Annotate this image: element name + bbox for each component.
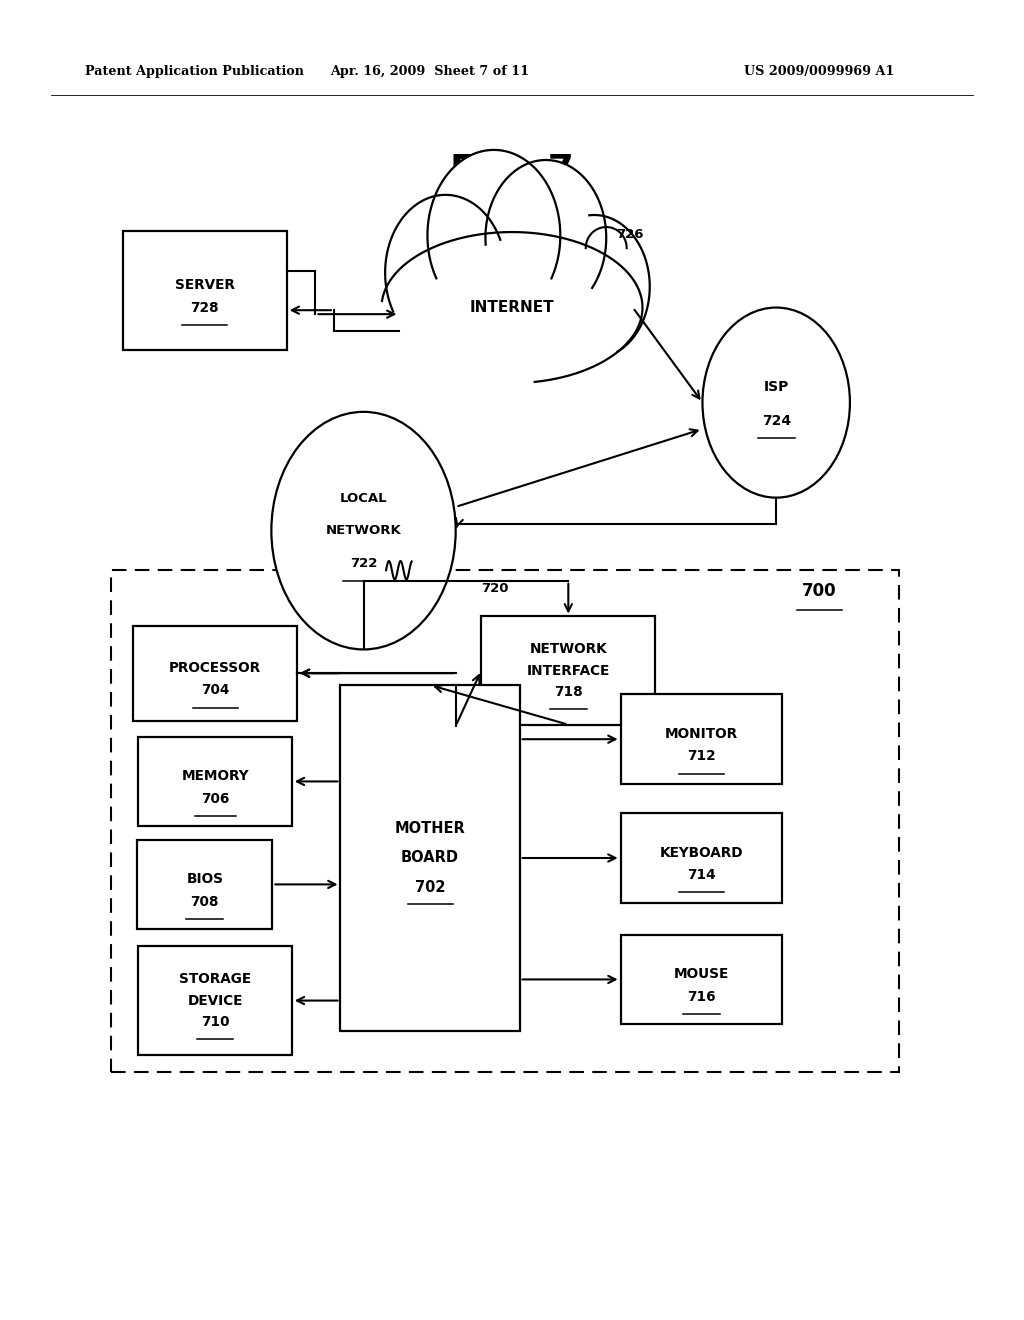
Text: FIG. 7: FIG. 7 <box>451 153 573 190</box>
Text: 712: 712 <box>687 750 716 763</box>
Text: BIOS: BIOS <box>186 873 223 886</box>
Text: PROCESSOR: PROCESSOR <box>169 661 261 675</box>
Text: Patent Application Publication: Patent Application Publication <box>85 65 304 78</box>
Text: 720: 720 <box>481 582 509 595</box>
Text: 726: 726 <box>616 228 644 242</box>
Bar <box>123 231 287 350</box>
Ellipse shape <box>702 308 850 498</box>
Text: MONITOR: MONITOR <box>665 727 738 741</box>
Text: MOUSE: MOUSE <box>674 968 729 981</box>
Text: 714: 714 <box>687 869 716 882</box>
Text: STORAGE: STORAGE <box>179 973 251 986</box>
Text: US 2009/0099969 A1: US 2009/0099969 A1 <box>744 65 894 78</box>
Text: INTERNET: INTERNET <box>470 300 554 315</box>
Text: 718: 718 <box>554 685 583 698</box>
Bar <box>138 946 292 1055</box>
Text: MEMORY: MEMORY <box>181 770 249 783</box>
Text: KEYBOARD: KEYBOARD <box>659 846 743 859</box>
Circle shape <box>539 215 650 358</box>
Text: MOTHER: MOTHER <box>394 821 466 837</box>
Text: 706: 706 <box>201 792 229 805</box>
Ellipse shape <box>391 203 633 412</box>
Text: INTERFACE: INTERFACE <box>526 664 610 677</box>
Text: 728: 728 <box>190 301 219 314</box>
Text: NETWORK: NETWORK <box>326 524 401 537</box>
Text: 722: 722 <box>350 557 377 570</box>
Text: Apr. 16, 2009  Sheet 7 of 11: Apr. 16, 2009 Sheet 7 of 11 <box>331 65 529 78</box>
Text: DEVICE: DEVICE <box>187 994 243 1007</box>
Bar <box>340 685 520 1031</box>
Ellipse shape <box>271 412 456 649</box>
Bar <box>111 570 899 1072</box>
Bar <box>137 840 272 929</box>
Text: 702: 702 <box>415 879 445 895</box>
Text: BOARD: BOARD <box>401 850 459 866</box>
Text: ISP: ISP <box>764 380 788 393</box>
Text: 700: 700 <box>802 582 837 601</box>
Circle shape <box>385 195 506 351</box>
Bar <box>621 813 782 903</box>
Bar <box>138 737 292 826</box>
Text: LOCAL: LOCAL <box>340 492 387 506</box>
Bar <box>621 935 782 1024</box>
Text: 716: 716 <box>687 990 716 1003</box>
Text: NETWORK: NETWORK <box>529 643 607 656</box>
Circle shape <box>427 150 560 321</box>
Text: 708: 708 <box>190 895 219 908</box>
Text: 710: 710 <box>201 1015 229 1028</box>
Bar <box>133 626 297 721</box>
Text: 724: 724 <box>762 414 791 428</box>
Circle shape <box>485 160 606 315</box>
Text: 704: 704 <box>201 684 229 697</box>
Bar <box>481 616 655 725</box>
Bar <box>621 694 782 784</box>
Text: SERVER: SERVER <box>175 279 234 292</box>
